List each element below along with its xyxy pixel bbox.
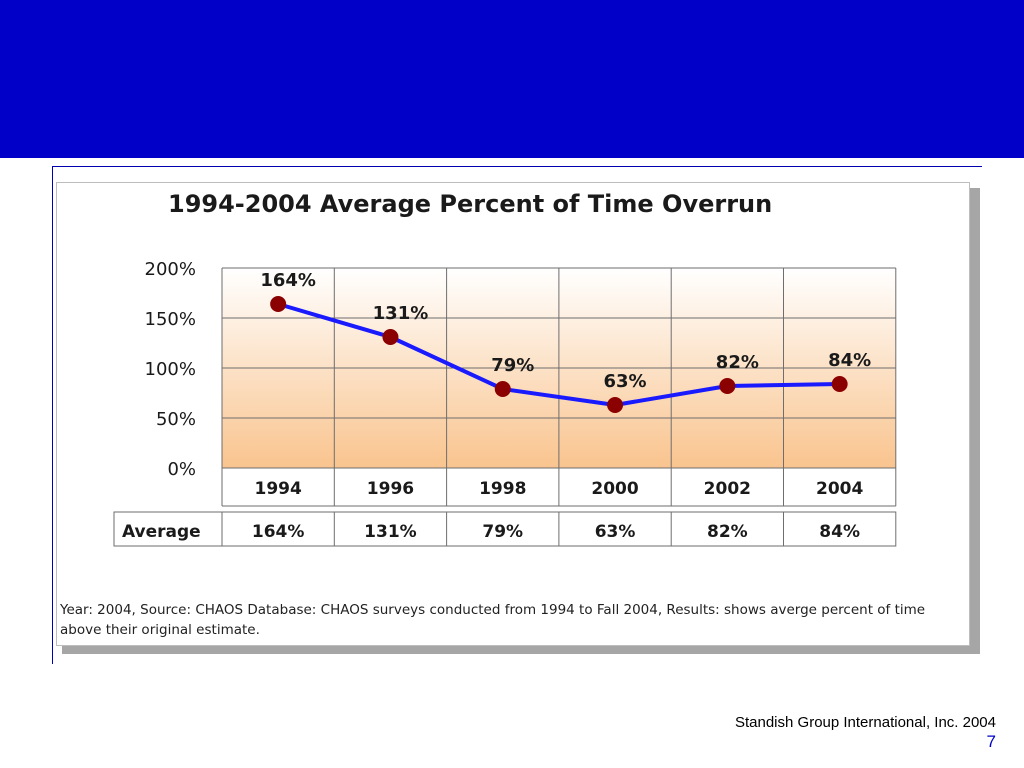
chart-footnote: Year: 2004, Source: CHAOS Database: CHAO…	[60, 602, 926, 638]
data-point	[494, 381, 511, 397]
data-table-cell: 84%	[819, 522, 860, 542]
content-frame-top-rule	[52, 166, 982, 167]
data-label: 84%	[828, 350, 871, 371]
x-tick-label: 1994	[254, 479, 301, 499]
data-table-row	[113, 511, 897, 547]
data-point	[831, 376, 848, 392]
data-point	[719, 378, 736, 394]
y-tick-label: 100%	[145, 359, 196, 380]
data-point	[382, 329, 399, 345]
source-credit: Standish Group International, Inc. 2004	[734, 714, 996, 731]
series-line	[277, 302, 840, 407]
data-table-cell: 79%	[482, 522, 523, 542]
data-table-cell: 63%	[595, 522, 636, 542]
chart-title: 1994-2004 Average Percent of Time Overru…	[168, 190, 772, 218]
y-tick-label: 50%	[156, 409, 196, 430]
x-tick-label: 1998	[479, 479, 526, 499]
slide-number: 7	[986, 732, 996, 751]
data-label: 131%	[373, 303, 429, 324]
x-tick-label: 2000	[591, 479, 638, 499]
x-tick-label: 2002	[704, 479, 751, 499]
data-table-cell: 82%	[707, 522, 748, 542]
data-label: 164%	[260, 270, 316, 291]
y-tick-label: 150%	[145, 309, 196, 330]
x-tick-label: 2004	[816, 479, 863, 499]
data-label: 63%	[604, 371, 647, 392]
y-tick-label: 0%	[167, 459, 196, 480]
content-frame-left-rule	[52, 166, 53, 664]
data-table-cell: 131%	[364, 522, 417, 542]
x-tick-label: 1996	[367, 479, 414, 499]
data-point	[270, 296, 287, 312]
data-label: 82%	[716, 352, 759, 373]
y-tick-label: 200%	[145, 259, 196, 280]
data-point	[607, 397, 624, 413]
data-label: 79%	[491, 355, 534, 376]
title-banner	[0, 0, 1024, 158]
data-table-row-header: Average	[122, 522, 201, 542]
data-table-cell: 164%	[252, 522, 305, 542]
